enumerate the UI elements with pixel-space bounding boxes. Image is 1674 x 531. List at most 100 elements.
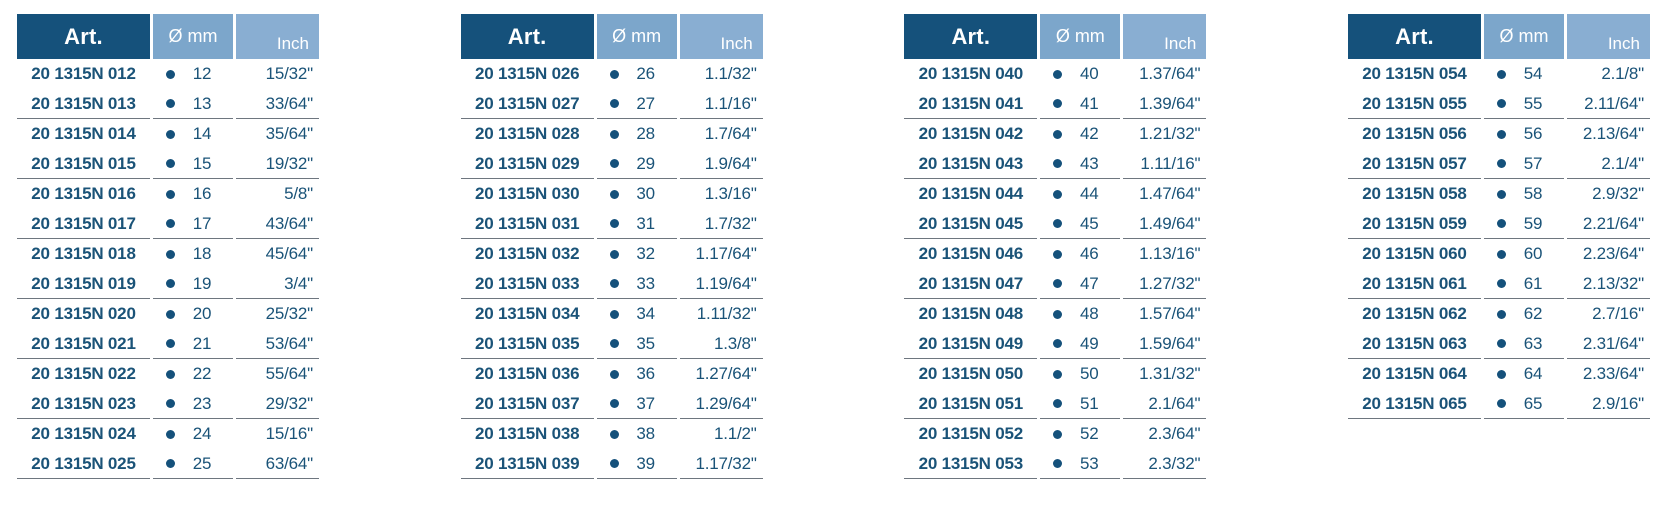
table-row: 20 1315N 035 ● 35 1.3/8" bbox=[460, 329, 763, 359]
article-number: 20 1315N 026 bbox=[474, 64, 580, 83]
inch-value: 33/64" bbox=[236, 89, 319, 119]
mm-value: 49 bbox=[1080, 333, 1099, 353]
inch-value: 2.7/16" bbox=[1592, 304, 1644, 323]
article-number: 20 1315N 016 bbox=[31, 184, 136, 203]
inch-value: 19/32" bbox=[236, 149, 319, 179]
diameter-mm-cell: ● 37 bbox=[596, 389, 677, 419]
table-row: 20 1315N 020 ● 20 25/32" bbox=[17, 299, 319, 329]
diameter-mm-cell: ● 50 bbox=[1040, 359, 1120, 389]
column-header-art: Art. bbox=[904, 14, 1038, 59]
article-number: 20 1315N 041 bbox=[904, 89, 1038, 119]
mm-value: 48 bbox=[1080, 304, 1099, 323]
table-row: 20 1315N 042 ● 42 1.21/32" bbox=[904, 119, 1206, 149]
inch-value: 2.21/64" bbox=[1566, 209, 1650, 239]
inch-value: 1.13/16" bbox=[1139, 244, 1201, 263]
diameter-mm-cell: ● 33 bbox=[596, 269, 677, 299]
dot-icon: ● bbox=[1053, 159, 1063, 168]
mm-value: 61 bbox=[1523, 273, 1543, 293]
diameter-mm-cell: ● 36 bbox=[597, 359, 677, 389]
article-number: 20 1315N 053 bbox=[904, 449, 1038, 479]
mm-value: 14 bbox=[192, 124, 212, 143]
inch-value: 1.7/32" bbox=[679, 209, 763, 239]
table-row: 20 1315N 034 ● 34 1.11/32" bbox=[461, 299, 763, 329]
dot-icon: ● bbox=[609, 69, 619, 79]
article-number: 20 1315N 023 bbox=[17, 389, 150, 419]
dot-icon: ● bbox=[1496, 309, 1506, 319]
dot-icon: ● bbox=[609, 249, 619, 259]
mm-value: 62 bbox=[1523, 304, 1543, 323]
inch-value: 43/64" bbox=[236, 209, 319, 239]
mm-value: 46 bbox=[1080, 244, 1099, 263]
diameter-mm-cell: ● 42 bbox=[1040, 119, 1120, 149]
article-number: 20 1315N 042 bbox=[918, 124, 1024, 143]
article-number: 20 1315N 056 bbox=[1362, 124, 1467, 143]
diameter-mm-cell: ● 35 bbox=[596, 329, 677, 359]
table-row: 20 1315N 018 ● 18 45/64" bbox=[17, 239, 319, 269]
table-row: 20 1315N 024 ● 24 15/16" bbox=[17, 419, 319, 449]
dot-icon: ● bbox=[1053, 399, 1063, 408]
diameter-mm-cell: ● 63 bbox=[1483, 329, 1564, 359]
size-table-2: Art. Ø mm Inch 20 1315N 026 ● 26 1.1/32"… bbox=[460, 14, 763, 479]
inch-value: 1.31/32" bbox=[1139, 364, 1201, 383]
inch-value: 35/64" bbox=[265, 124, 314, 143]
table-row: 20 1315N 014 ● 14 35/64" bbox=[17, 119, 319, 149]
table-row: 20 1315N 031 ● 31 1.7/32" bbox=[460, 209, 763, 239]
table-row: 20 1315N 021 ● 21 53/64" bbox=[17, 329, 319, 359]
dot-icon: ● bbox=[1053, 279, 1063, 288]
inch-value: 25/32" bbox=[265, 304, 314, 323]
mm-value: 50 bbox=[1080, 364, 1099, 383]
dot-icon: ● bbox=[166, 399, 175, 408]
dot-icon: ● bbox=[609, 219, 619, 228]
diameter-mm-cell: ● 34 bbox=[597, 299, 677, 329]
table-row: 20 1315N 049 ● 49 1.59/64" bbox=[904, 329, 1207, 359]
table-row: 20 1315N 015 ● 15 19/32" bbox=[17, 149, 319, 179]
diameter-mm-cell: ● 18 bbox=[153, 239, 233, 269]
inch-value: 1.27/64" bbox=[695, 364, 757, 383]
dot-icon: ● bbox=[166, 249, 175, 259]
article-number: 20 1315N 064 bbox=[1362, 364, 1467, 383]
dot-icon: ● bbox=[166, 189, 175, 199]
mm-value: 65 bbox=[1523, 393, 1543, 413]
article-number: 20 1315N 043 bbox=[904, 149, 1038, 179]
table-row: 20 1315N 041 ● 41 1.39/64" bbox=[904, 89, 1207, 119]
mm-value: 26 bbox=[636, 64, 655, 83]
inch-value: 1.47/64" bbox=[1139, 184, 1201, 203]
table-header: Art. Ø mm Inch bbox=[904, 14, 1207, 59]
mm-value: 30 bbox=[636, 184, 655, 203]
inch-value: 1.29/64" bbox=[679, 389, 763, 419]
dot-icon: ● bbox=[1496, 99, 1506, 108]
inch-value: 1.21/32" bbox=[1139, 124, 1201, 143]
mm-value: 28 bbox=[636, 124, 655, 143]
mm-value: 55 bbox=[1523, 93, 1543, 113]
article-number: 20 1315N 022 bbox=[31, 364, 136, 383]
mm-value: 19 bbox=[192, 273, 212, 293]
diameter-mm-cell: ● 14 bbox=[153, 119, 233, 149]
inch-value: 2.13/64" bbox=[1582, 124, 1644, 143]
dot-icon: ● bbox=[1496, 249, 1506, 259]
diameter-mm-cell: ● 13 bbox=[153, 89, 233, 119]
article-number: 20 1315N 050 bbox=[918, 364, 1024, 383]
article-number: 20 1315N 059 bbox=[1347, 209, 1481, 239]
table-row: 20 1315N 016 ● 16 5/8" bbox=[17, 179, 319, 209]
dot-icon: ● bbox=[1496, 399, 1506, 408]
dot-icon: ● bbox=[166, 159, 175, 168]
inch-value: 1.39/64" bbox=[1123, 89, 1207, 119]
article-number: 20 1315N 029 bbox=[460, 149, 594, 179]
diameter-mm-cell: ● 53 bbox=[1040, 449, 1121, 479]
article-number: 20 1315N 061 bbox=[1347, 269, 1481, 299]
mm-value: 16 bbox=[192, 184, 212, 203]
inch-value: 1.1/16" bbox=[679, 89, 763, 119]
inch-value: 1.37/64" bbox=[1139, 64, 1201, 83]
mm-value: 35 bbox=[636, 333, 655, 353]
table-row: 20 1315N 039 ● 39 1.17/32" bbox=[460, 449, 763, 479]
table-row: 20 1315N 023 ● 23 29/32" bbox=[17, 389, 319, 419]
table-row: 20 1315N 030 ● 30 1.3/16" bbox=[461, 179, 763, 209]
table-row: 20 1315N 064 ● 64 2.33/64" bbox=[1348, 359, 1650, 389]
inch-value: 1.1/32" bbox=[704, 64, 757, 83]
dot-icon: ● bbox=[609, 369, 619, 379]
mm-value: 36 bbox=[636, 364, 655, 383]
diameter-mm-cell: ● 45 bbox=[1040, 209, 1121, 239]
inch-value: 3/4" bbox=[236, 269, 319, 299]
article-number: 20 1315N 012 bbox=[31, 64, 136, 83]
diameter-mm-cell: ● 52 bbox=[1040, 419, 1120, 449]
